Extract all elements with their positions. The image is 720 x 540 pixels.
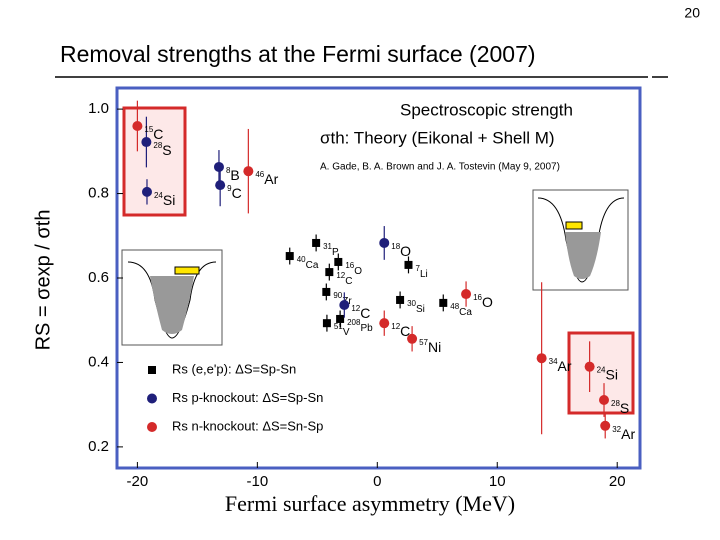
point-label: 34Ar: [549, 357, 572, 374]
data-point: [325, 268, 334, 277]
data-point: [243, 166, 254, 177]
annotation: σth: Theory (Eikonal + Shell M): [320, 128, 555, 147]
x-tick-label: 20: [609, 473, 626, 490]
y-axis-label: RS = σexp / σth: [32, 210, 54, 351]
annotation: A. Gade, B. A. Brown and J. A. Tostevin …: [320, 162, 560, 173]
data-point: [536, 353, 547, 364]
slide-title: Removal strengths at the Fermi surface (…: [60, 41, 536, 67]
x-axis-label: Fermi surface asymmetry (MeV): [225, 491, 515, 516]
point-label: 32Ar: [612, 425, 635, 442]
point-label: 40Ca: [297, 255, 319, 271]
inset-well: [532, 189, 629, 291]
data-point: [132, 121, 143, 131]
data-point: [439, 298, 448, 307]
data-point: [213, 161, 224, 172]
data-point: [404, 260, 413, 269]
point-label: 8B: [226, 166, 240, 183]
y-tick-label: 0.4: [88, 353, 109, 370]
data-point: [322, 319, 331, 328]
point-label: 31P: [323, 242, 339, 258]
x-tick-label: -10: [247, 473, 269, 490]
point-label: 46Ar: [255, 170, 278, 187]
x-tick-label: 10: [489, 473, 506, 490]
point-label: 12C: [391, 322, 410, 339]
data-point: [461, 289, 472, 300]
data-point: [339, 300, 350, 311]
point-label: 18O: [391, 242, 411, 259]
x-tick-label: 0: [373, 473, 381, 490]
legend-marker: [148, 366, 156, 374]
point-label: 15C: [144, 125, 163, 142]
y-tick-label: 0.8: [88, 185, 109, 202]
data-point: [407, 333, 418, 344]
point-label: 16O: [473, 293, 493, 310]
point-label: 30Si: [407, 299, 425, 315]
data-point: [584, 361, 595, 372]
point-label: 51V: [334, 322, 350, 338]
point-label: 57Ni: [419, 338, 441, 355]
point-label: 12C: [336, 271, 352, 287]
inset-well: [121, 249, 223, 346]
y-tick-label: 1.0: [88, 100, 109, 117]
data-point: [396, 295, 405, 304]
point-label: 16O: [345, 261, 362, 277]
point-label: 28S: [611, 399, 629, 416]
data-point: [600, 420, 611, 431]
point-label: 28S: [153, 141, 171, 158]
data-point: [336, 314, 345, 323]
point-label: 24Si: [597, 366, 618, 383]
point-label: 208Pb: [347, 318, 373, 334]
point-label: 9C: [227, 184, 242, 201]
legend-marker: [147, 393, 157, 404]
data-point: [285, 252, 294, 261]
data-point: [334, 257, 343, 266]
data-point: [599, 395, 610, 406]
legend-label: Rs (e,e'p): ΔS=Sp-Sn: [172, 361, 296, 376]
y-tick-label: 0.6: [88, 269, 109, 286]
x-tick-label: -20: [127, 473, 149, 490]
data-point: [141, 137, 152, 148]
data-point: [379, 318, 390, 329]
data-point: [141, 186, 152, 197]
point-label: 24Si: [154, 191, 175, 208]
point-label: 12C: [351, 304, 370, 321]
legend-label: Rs n-knockout: ΔS=Sn-Sp: [172, 418, 323, 433]
data-point: [322, 287, 331, 296]
point-label: 48Ca: [450, 302, 472, 318]
data-point: [215, 180, 226, 191]
annotation: Spectroscopic strength: [400, 100, 573, 119]
y-tick-label: 0.2: [88, 438, 109, 455]
page-number: 20: [684, 5, 700, 21]
legend-marker: [147, 422, 157, 432]
legend-label: Rs p-knockout: ΔS=Sp-Sn: [172, 390, 323, 405]
data-point: [379, 237, 390, 248]
point-label: 7Li: [415, 264, 427, 280]
data-point: [312, 238, 321, 247]
